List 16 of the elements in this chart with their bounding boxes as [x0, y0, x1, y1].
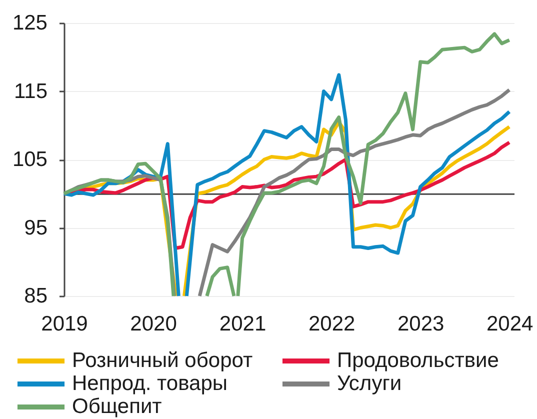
y-tick-label: 95 [24, 216, 48, 240]
x-tick-label: 2019 [41, 312, 88, 336]
x-tick-label: 2024 [486, 312, 534, 336]
y-tick-label: 125 [12, 12, 48, 34]
legend-label: Услуги [337, 372, 402, 395]
x-tick-label: 2020 [130, 312, 177, 336]
x-tick-label: 2023 [397, 312, 444, 336]
legend-label: Непрод. товары [72, 372, 228, 395]
x-tick-label: 2021 [219, 312, 266, 336]
y-tick-label: 115 [14, 80, 48, 103]
legend-label: Розничный оборот [72, 349, 253, 372]
y-tick-label: 85 [24, 284, 48, 308]
y-tick-label: 105 [12, 148, 48, 171]
legend-label: Общепит [72, 395, 162, 418]
legend-label: Продовольствие [337, 349, 499, 372]
x-tick-label: 2022 [308, 312, 356, 336]
